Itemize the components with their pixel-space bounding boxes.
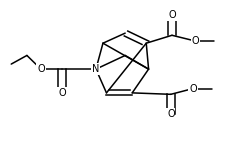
Text: O: O (58, 88, 66, 98)
Text: O: O (189, 84, 197, 94)
Text: N: N (92, 64, 100, 74)
Text: O: O (167, 109, 175, 119)
Text: O: O (192, 36, 199, 46)
Text: O: O (37, 64, 45, 74)
Text: O: O (168, 10, 176, 20)
